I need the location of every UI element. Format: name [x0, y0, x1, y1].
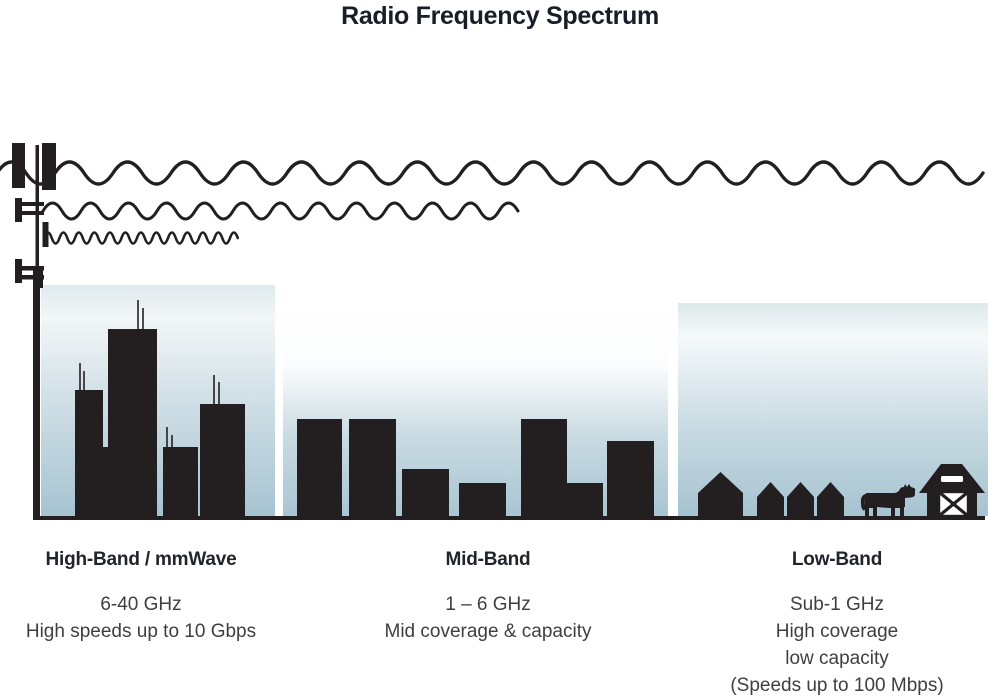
skyline-mid-band [297, 419, 654, 518]
cow-icon [860, 484, 916, 518]
low-band-detail-line: low capacity [785, 648, 889, 669]
band-panels [41, 285, 988, 516]
antenna-panel-top-right [42, 143, 56, 190]
building [521, 419, 567, 518]
low-band-detail-line: (Speeds up to 100 Mbps) [730, 675, 944, 696]
skyline-high-band [75, 300, 245, 518]
barn-door-cross [937, 490, 970, 518]
house-icon [787, 482, 814, 518]
building [163, 447, 198, 518]
high-band-detail-line: High speeds up to 10 Gbps [25, 621, 257, 642]
upper-side-panel [15, 198, 22, 222]
tower-pole-lower [33, 268, 40, 518]
radio-waves [0, 160, 985, 245]
building [567, 483, 603, 518]
small-right-antenna [42, 222, 49, 247]
building [459, 483, 506, 518]
upper-crossbar-b [16, 211, 44, 215]
building [200, 404, 245, 518]
medium-wavelength-wave [41, 201, 520, 221]
barn-icon [919, 464, 985, 518]
house-icon [757, 482, 784, 518]
houses-low-band [698, 472, 844, 518]
low-band-detail-line: Sub-1 GHz [790, 594, 884, 615]
house-icon [698, 472, 743, 518]
low-band-details: Sub-1 GHz High coverage low capacity (Speed… [667, 591, 1000, 699]
pole-right-stub [40, 270, 43, 288]
building [607, 441, 654, 518]
barn-hayloft-slit [941, 476, 963, 482]
ground-line [33, 516, 985, 520]
mid-band-panel [283, 300, 668, 516]
building [402, 469, 449, 518]
lower-crossbar-b [16, 275, 44, 280]
house-icon [817, 482, 844, 518]
low-band-heading: Low-Band [791, 549, 883, 570]
mid-band-details: 1 – 6 GHz Mid coverage & capacity [318, 591, 658, 645]
cell-tower [12, 143, 56, 518]
mid-band-detail-line: Mid coverage & capacity [384, 621, 592, 642]
antenna-panel-top-left [12, 143, 25, 188]
mid-band-heading: Mid-Band [445, 549, 531, 570]
lower-crossbar-a [16, 266, 44, 271]
building [297, 419, 342, 518]
high-band-heading: High-Band / mmWave [45, 549, 237, 570]
high-band-detail-line: 6-40 GHz [100, 594, 182, 615]
long-wavelength-wave [0, 160, 985, 186]
tower-pole-upper [35, 145, 39, 270]
high-band-details: 6-40 GHz High speeds up to 10 Gbps [0, 591, 311, 645]
page-title: Radio Frequency Spectrum [341, 2, 659, 30]
low-band-detail-line: High coverage [775, 621, 899, 642]
building [108, 329, 157, 518]
mid-band-detail-line: 1 – 6 GHz [445, 594, 531, 615]
lower-side-panel [15, 259, 22, 283]
building [75, 390, 103, 518]
ground-line [33, 516, 985, 520]
upper-crossbar-a [16, 202, 44, 206]
building [349, 419, 396, 518]
building [103, 447, 109, 518]
short-wavelength-wave [42, 231, 240, 245]
